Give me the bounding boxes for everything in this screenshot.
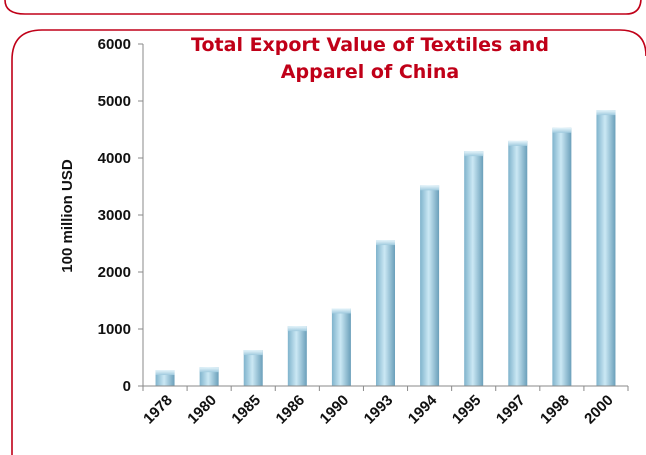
bar-cap <box>199 367 219 373</box>
bar <box>420 185 440 386</box>
title: Total Export Value of Textiles and Appar… <box>191 34 549 83</box>
bar-cap <box>508 140 528 146</box>
y-tick-label: 1000 <box>98 321 131 338</box>
bar-cap <box>596 110 616 116</box>
y-tick-label: 5000 <box>98 93 131 110</box>
bar <box>331 308 351 386</box>
frame-main <box>11 29 646 455</box>
x-tick-label: 1980 <box>184 392 220 428</box>
bar-cap <box>552 127 572 133</box>
bar-cap <box>287 326 307 332</box>
x-tick-label: 1990 <box>317 392 353 428</box>
x-tick-label: 1986 <box>273 392 309 428</box>
y-tick-label: 2000 <box>98 264 131 281</box>
x-tick-label: 1985 <box>228 392 264 428</box>
title-line-1: Total Export Value of Textiles and <box>191 34 549 56</box>
bar <box>552 127 572 386</box>
bar-cap <box>376 240 395 246</box>
x-tick-label: 1995 <box>449 392 485 428</box>
bars <box>155 110 616 387</box>
bar-cap <box>420 185 440 191</box>
y-tick-label: 6000 <box>98 36 131 53</box>
y-axis-label: 100 million USD <box>59 159 76 273</box>
bar <box>464 151 484 386</box>
x-tick-label: 1978 <box>140 392 176 428</box>
y-tick-label: 4000 <box>98 150 131 167</box>
bar <box>376 240 395 386</box>
bar <box>243 350 263 386</box>
bar-cap <box>331 308 351 314</box>
y-tick-label: 3000 <box>98 207 131 224</box>
frame-top <box>4 0 642 15</box>
title-line-2: Apparel of China <box>281 61 459 83</box>
bar-cap <box>243 350 263 356</box>
bar-cap <box>155 370 175 376</box>
x-tick-label: 1998 <box>537 392 573 428</box>
bar-cap <box>464 151 484 157</box>
bar <box>508 140 528 386</box>
bar <box>287 326 307 386</box>
x-tick-label: 1997 <box>493 392 529 428</box>
x-tick-label: 2000 <box>581 392 617 428</box>
x-tick-label: 1993 <box>361 392 397 428</box>
y-axis: 0 1000 2000 3000 4000 5000 6000 <box>98 36 144 395</box>
bar <box>596 110 616 387</box>
y-tick-label: 0 <box>123 378 131 395</box>
x-axis: 1978 1980 1985 1986 1990 1993 1994 1995 1997 1998… <box>140 385 629 428</box>
x-tick-label: 1994 <box>405 391 441 427</box>
